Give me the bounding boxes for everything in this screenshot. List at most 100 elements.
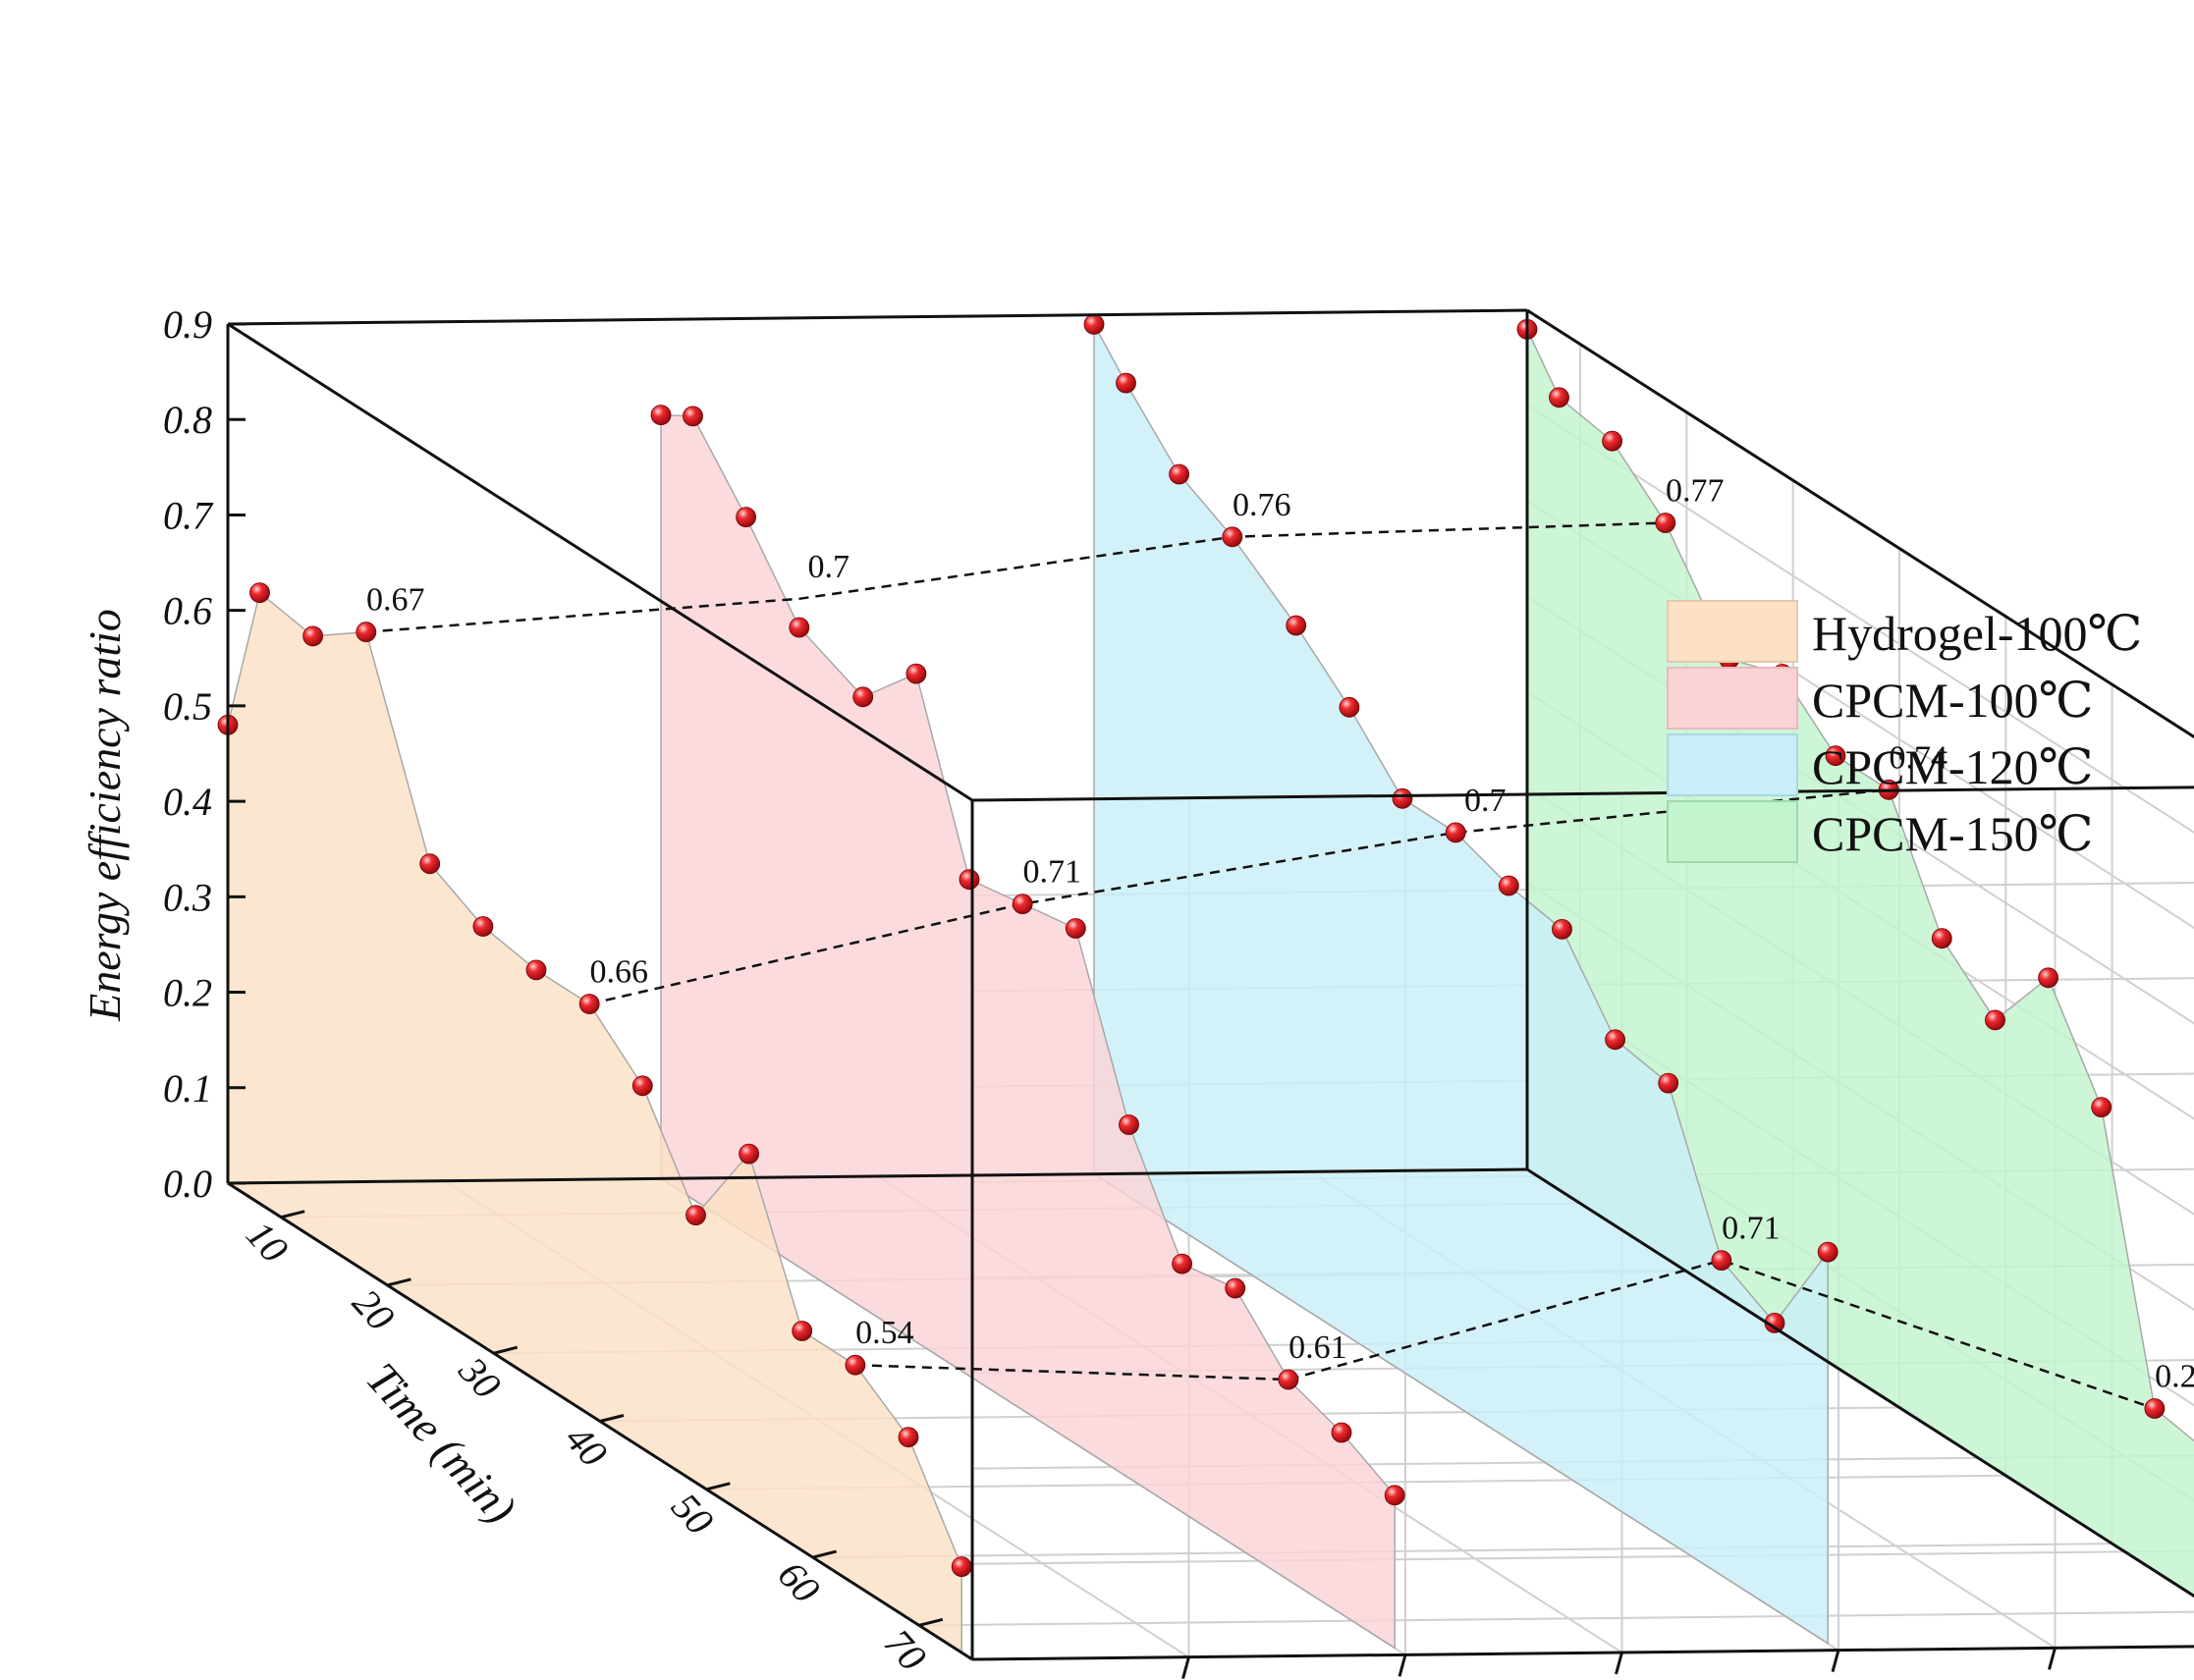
data-point <box>1825 745 1846 767</box>
data-point <box>683 406 703 427</box>
data-point <box>650 405 672 426</box>
data-point <box>2038 967 2059 989</box>
frame-edge <box>971 786 2194 802</box>
y-tick-label: 0.2 <box>163 971 212 1015</box>
data-point <box>249 582 270 603</box>
data-point <box>1286 615 1307 636</box>
x-tick <box>387 1277 411 1287</box>
series-wall <box>660 413 1396 1650</box>
data-point <box>736 507 756 527</box>
data-point <box>1119 1114 1139 1135</box>
data-point <box>1392 787 1413 809</box>
data-point <box>1331 1422 1352 1443</box>
y-tick-label: 0.7 <box>163 493 214 537</box>
legend-swatch-cpcm-120 <box>1667 733 1798 796</box>
data-point <box>739 1143 759 1165</box>
data-label: 0.54 <box>855 1315 914 1351</box>
frame-edge <box>1526 1167 2194 1599</box>
data-point <box>356 622 377 643</box>
data-point <box>792 1321 813 1341</box>
y-tick-label: 0.6 <box>163 589 212 633</box>
data-label: 0.74 <box>1889 739 1947 776</box>
data-point <box>845 1354 866 1376</box>
x-tick <box>812 1549 837 1559</box>
depth-tick <box>1831 1650 1840 1673</box>
depth-tick <box>1615 1652 1623 1675</box>
data-point <box>1116 372 1136 394</box>
data-label: 0.71 <box>1722 1211 1781 1247</box>
data-point <box>1339 696 1360 718</box>
data-point <box>1552 919 1572 940</box>
data-point <box>1605 1029 1625 1051</box>
data-label: 0.7 <box>1464 783 1507 819</box>
x-tick <box>918 1617 944 1627</box>
data-point <box>1658 1072 1679 1094</box>
data-label: 0.77 <box>1666 473 1725 510</box>
data-point <box>1498 875 1519 896</box>
series-wall <box>1093 324 1829 1646</box>
data-point <box>2091 1097 2112 1117</box>
data-point <box>686 1205 706 1225</box>
data-point <box>1711 1250 1732 1271</box>
data-point <box>789 617 810 638</box>
frame-edge <box>227 1167 1528 1185</box>
connector-line <box>854 1259 2156 1410</box>
legend-label-cpcm-100: CPCM-100℃ <box>1812 673 2094 728</box>
depth-tick <box>1181 1656 1190 1680</box>
data-point <box>951 1556 972 1577</box>
data-point <box>1655 513 1676 533</box>
y-tick-label: 0.5 <box>163 684 212 729</box>
y-tick-label: 0.4 <box>163 780 212 824</box>
data-point <box>525 959 547 981</box>
data-point <box>905 663 927 684</box>
data-label: 0.71 <box>1022 854 1081 891</box>
y-tick-label: 0.0 <box>163 1162 212 1206</box>
data-label: 0.76 <box>1233 487 1291 523</box>
data-point <box>1278 1369 1299 1390</box>
frame-edge <box>1526 308 2194 739</box>
data-point <box>1549 387 1569 408</box>
data-label: 0.67 <box>366 582 425 619</box>
series-walls <box>227 324 2194 1654</box>
data-label: 0.7 <box>808 549 850 585</box>
data-point <box>1172 1253 1192 1274</box>
data-point <box>631 1075 653 1097</box>
data-point <box>1222 526 1243 548</box>
data-point <box>1985 1009 2005 1031</box>
data-point <box>2144 1398 2166 1419</box>
y-tick-label: 0.3 <box>163 875 212 919</box>
connector-line <box>588 788 1890 1005</box>
data-point <box>959 869 980 891</box>
data-point <box>472 916 494 937</box>
data-point <box>1384 1485 1405 1506</box>
data-point <box>1931 928 1952 949</box>
box-frame <box>226 308 2194 1680</box>
x-tick <box>280 1210 305 1219</box>
data-point <box>419 853 441 875</box>
y-tick-label: 0.1 <box>163 1066 212 1111</box>
y-tick-label: 0.9 <box>163 302 212 347</box>
depth-tick <box>2048 1647 2057 1670</box>
x-tick <box>599 1414 625 1423</box>
data-label: 0.61 <box>1289 1329 1347 1366</box>
frame-edge <box>971 1645 2194 1661</box>
x-tick <box>493 1345 519 1355</box>
frame-edge <box>227 308 1528 326</box>
data-label: 0.66 <box>589 954 648 991</box>
legend-label-hydrogel-100: Hydrogel-100℃ <box>1812 606 2142 661</box>
data-point <box>898 1427 919 1448</box>
connector-lines <box>365 521 2156 1410</box>
depth-tick <box>1398 1653 1407 1677</box>
data-point <box>1602 430 1622 452</box>
legend: Hydrogel-100℃ CPCM-100℃ CPCM-120℃ CPCM-1… <box>1667 600 2142 863</box>
y-axis-title: Energy efficiency ratio <box>80 609 130 1022</box>
data-point <box>578 994 600 1014</box>
legend-swatch-hydrogel-100 <box>1667 600 1798 663</box>
data-point <box>1169 463 1189 485</box>
data-point <box>1225 1277 1246 1299</box>
frame-edge <box>227 322 973 802</box>
data-point <box>1065 918 1086 939</box>
data-point <box>852 686 874 708</box>
data-point <box>1083 313 1105 335</box>
legend-swatch-cpcm-100 <box>1667 667 1798 730</box>
